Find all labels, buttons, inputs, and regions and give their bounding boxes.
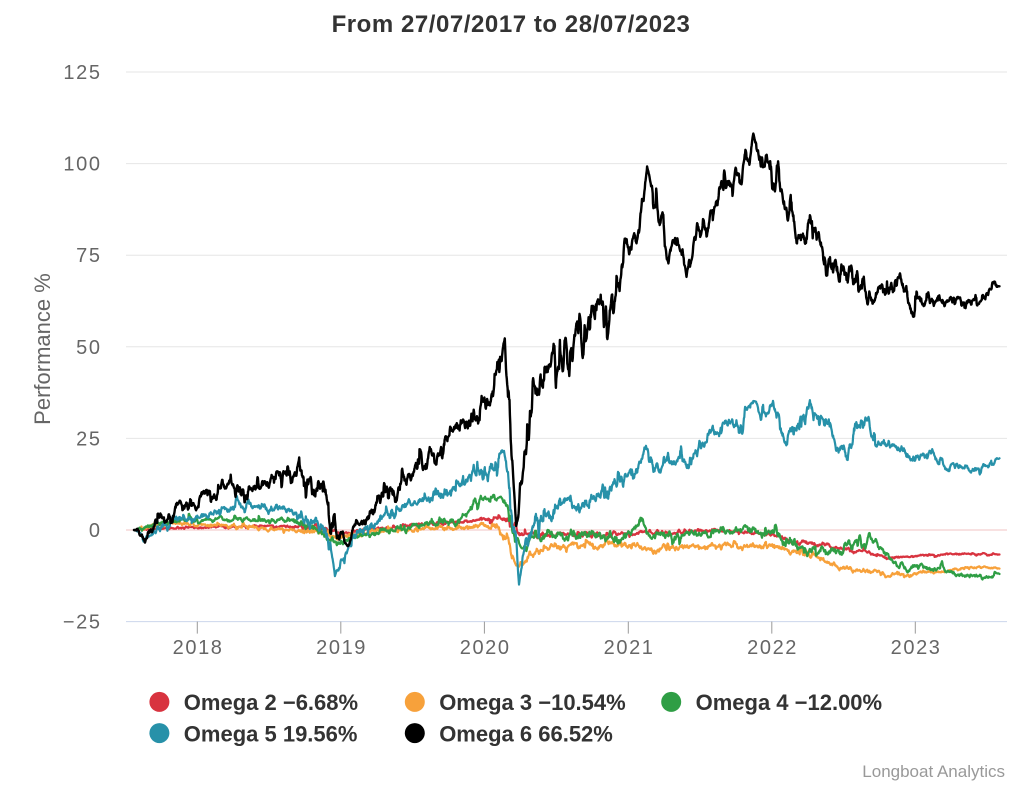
- svg-text:−25: −25: [63, 612, 102, 634]
- svg-text:Performance %: Performance %: [30, 273, 55, 425]
- svg-text:Longboat Analytics: Longboat Analytics: [862, 762, 1005, 781]
- svg-text:125: 125: [63, 62, 101, 84]
- svg-text:2022: 2022: [747, 637, 798, 659]
- svg-text:Omega 5 19.56%: Omega 5 19.56%: [184, 721, 358, 746]
- svg-text:2023: 2023: [891, 637, 942, 659]
- svg-text:2018: 2018: [173, 637, 224, 659]
- svg-text:Omega 2 −6.68%: Omega 2 −6.68%: [184, 690, 358, 715]
- svg-text:50: 50: [76, 337, 101, 359]
- svg-text:0: 0: [89, 520, 102, 542]
- svg-text:2019: 2019: [316, 637, 367, 659]
- svg-text:2020: 2020: [460, 637, 511, 659]
- svg-text:Omega 4 −12.00%: Omega 4 −12.00%: [696, 690, 883, 715]
- svg-text:2021: 2021: [604, 637, 655, 659]
- svg-text:25: 25: [76, 428, 101, 450]
- svg-text:Omega 3 −10.54%: Omega 3 −10.54%: [439, 690, 626, 715]
- svg-text:75: 75: [76, 245, 101, 267]
- svg-text:Omega 6 66.52%: Omega 6 66.52%: [439, 721, 613, 746]
- svg-text:100: 100: [63, 154, 101, 176]
- svg-text:From 27/07/2017 to 28/07/2023: From 27/07/2017 to 28/07/2023: [332, 11, 691, 38]
